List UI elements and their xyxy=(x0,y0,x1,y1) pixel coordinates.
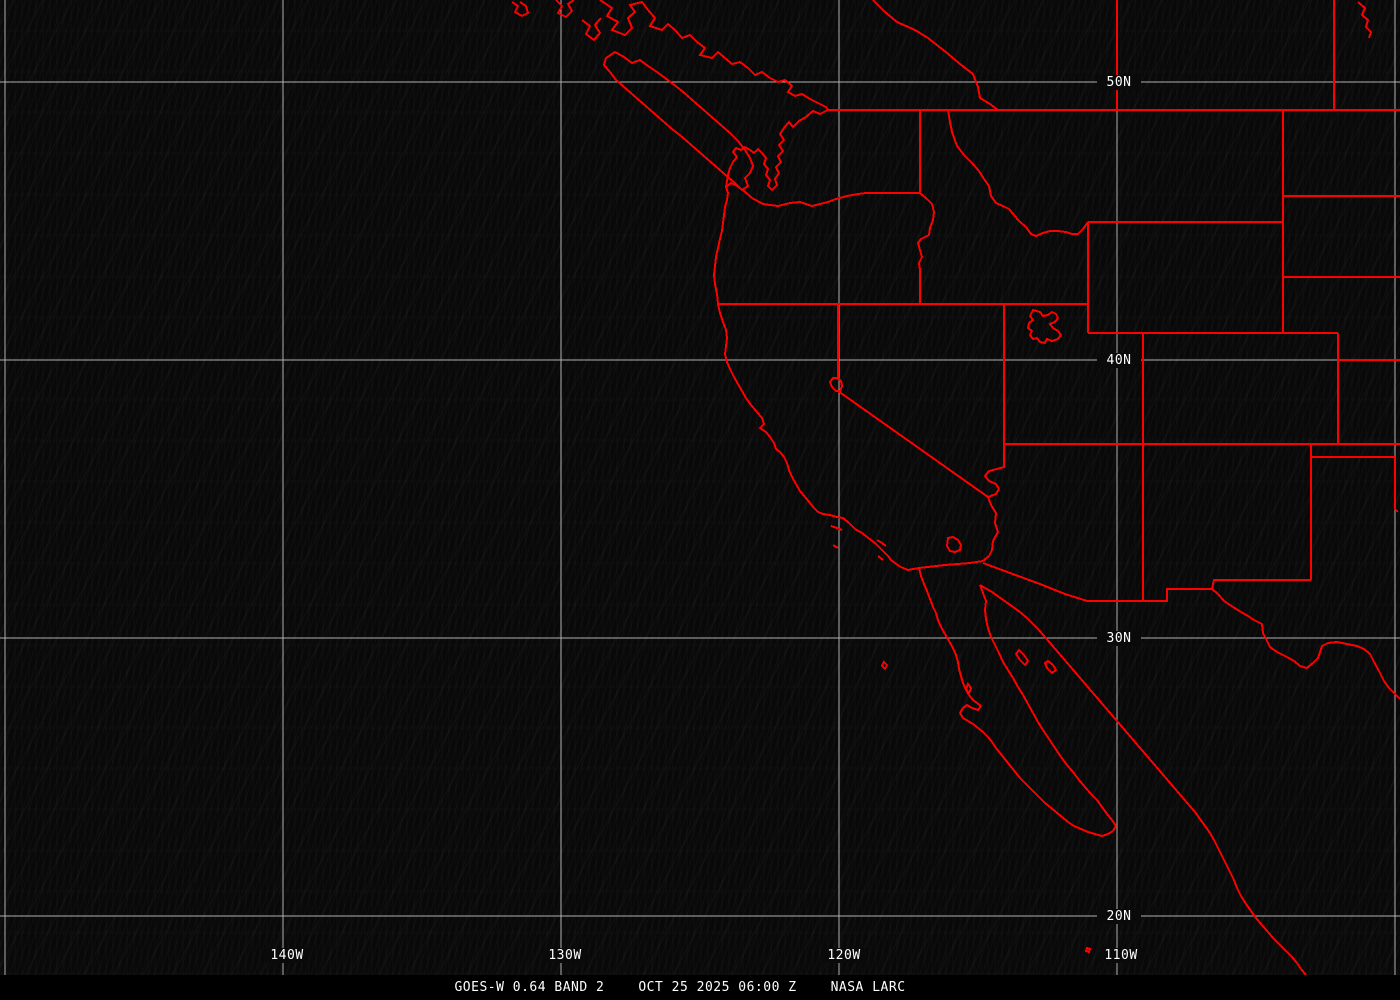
cedros-island xyxy=(964,681,973,696)
bc-mainland-coast xyxy=(599,0,829,111)
salton-sea xyxy=(945,535,963,554)
satellite-map: 50N 40N 30N 20N 140W 130W 120W 110W xyxy=(0,0,1400,975)
grid-label-110w: 110W xyxy=(1099,948,1143,963)
bc-islands-a xyxy=(511,1,530,18)
caption-bar: GOES-W 0.64 BAND 2 OCT 25 2025 06:00 Z N… xyxy=(0,975,1400,1000)
channel-islands-b xyxy=(832,544,839,549)
or-id-snake-river xyxy=(916,192,936,304)
nv-az-colorado-river xyxy=(983,444,1005,498)
grid-label-130w: 130W xyxy=(543,948,587,963)
angel-de-la-guarda-island xyxy=(1014,648,1030,667)
us-mexico-border-az xyxy=(982,562,1143,602)
san-clemente-island xyxy=(877,555,884,561)
grid-label-50n: 50N xyxy=(1097,75,1141,90)
grid-label-140w: 140W xyxy=(265,948,309,963)
caption-credit: NASA LARC xyxy=(830,980,906,995)
tiburon-island xyxy=(1043,659,1058,675)
baja-west-coast xyxy=(918,567,1114,838)
vancouver-island xyxy=(602,50,755,192)
channel-islands-a xyxy=(830,525,843,531)
bc-islands-c xyxy=(581,17,602,42)
rio-grande xyxy=(1211,588,1400,700)
baja-gulf-coast xyxy=(979,584,1118,832)
great-salt-lake xyxy=(1026,308,1063,345)
manitoba-river xyxy=(1357,1,1373,39)
grid-label-40n: 40N xyxy=(1097,353,1141,368)
us-mexico-border-ca xyxy=(918,560,984,569)
grid-label-20n: 20N xyxy=(1097,909,1141,924)
guadalupe-island xyxy=(880,660,889,671)
bc-alberta-divide xyxy=(872,0,999,111)
socorro-island xyxy=(1084,946,1092,954)
lake-tahoe xyxy=(828,377,844,392)
id-mt-divide xyxy=(947,109,1089,238)
nm-bootheel-border xyxy=(1143,588,1212,602)
caption-satellite: GOES-W 0.64 BAND 2 xyxy=(454,980,605,995)
ca-nv-diagonal xyxy=(837,390,989,498)
ca-az-colorado-river xyxy=(982,496,1000,562)
nm-tx-border-32n xyxy=(1211,579,1311,590)
grid-label-120w: 120W xyxy=(822,948,866,963)
caption-timestamp: OCT 25 2025 06:00 Z xyxy=(638,980,797,995)
catalina-island xyxy=(876,539,887,547)
geo-overlay-layer xyxy=(511,0,1400,975)
bc-islands-b xyxy=(555,0,575,19)
map-svg xyxy=(0,0,1400,975)
puget-sound-coast xyxy=(725,109,829,192)
pacific-coast-wa-or-ca xyxy=(712,186,920,572)
sonora-sinaloa-coast xyxy=(979,584,1307,975)
grid-layer xyxy=(0,0,1400,975)
wa-or-columbia-river xyxy=(725,181,920,208)
grid-label-30n: 30N xyxy=(1097,631,1141,646)
tx-ok-border-100w xyxy=(1394,457,1399,513)
